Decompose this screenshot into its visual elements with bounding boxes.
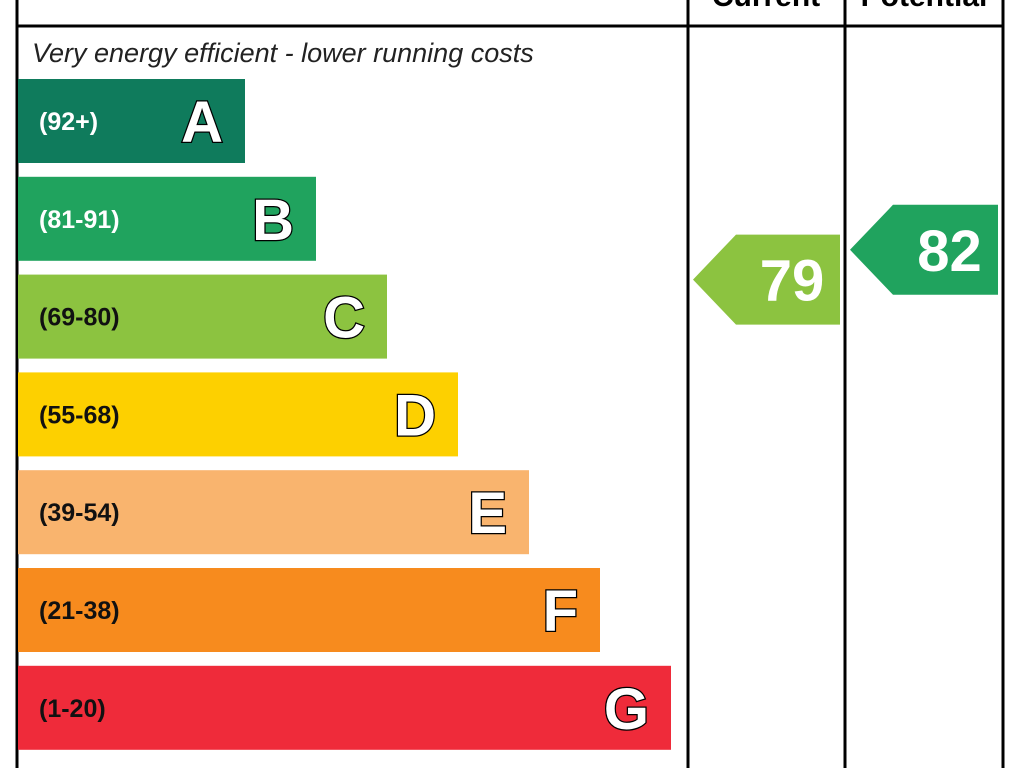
band-f-bar	[18, 568, 600, 652]
band-e-range: (39-54)	[39, 499, 120, 527]
band-g-bar	[18, 665, 671, 750]
band-e-bar	[18, 470, 529, 555]
potential-rating-value: 82	[917, 219, 982, 284]
band-f-letter: F	[543, 579, 578, 644]
rating-markers: 79 82	[693, 204, 998, 325]
efficiency-note: Very energy efficient - lower running co…	[32, 38, 534, 68]
band-d-bar	[18, 372, 458, 457]
band-d-range: (55-68)	[39, 401, 120, 429]
band-c-bar	[18, 274, 387, 359]
band-b-range: (81-91)	[39, 206, 120, 234]
rating-bands: (92+) A (81-91) B (69-80) C (55-68) D (39-54) E (2…	[18, 79, 671, 750]
chart-border	[15, 0, 1005, 768]
band-c-letter: C	[323, 286, 365, 351]
band-c-range: (69-80)	[39, 304, 120, 332]
band-g-letter: G	[604, 677, 649, 742]
band-g-range: (1-20)	[39, 695, 106, 723]
potential-rating-arrow	[850, 204, 998, 295]
potential-column-header: Potential	[861, 0, 988, 13]
band-a-bar	[18, 79, 245, 163]
current-column-header: Current	[712, 0, 820, 13]
band-a-letter: A	[181, 90, 223, 155]
band-b-bar	[18, 176, 316, 261]
band-b-letter: B	[252, 188, 294, 253]
band-a-range: (92+)	[39, 108, 98, 136]
band-f-range: (21-38)	[39, 597, 120, 625]
current-rating-value: 79	[760, 249, 825, 314]
band-d-letter: D	[394, 383, 436, 448]
band-e-letter: E	[468, 481, 507, 546]
current-rating-arrow	[693, 234, 840, 325]
